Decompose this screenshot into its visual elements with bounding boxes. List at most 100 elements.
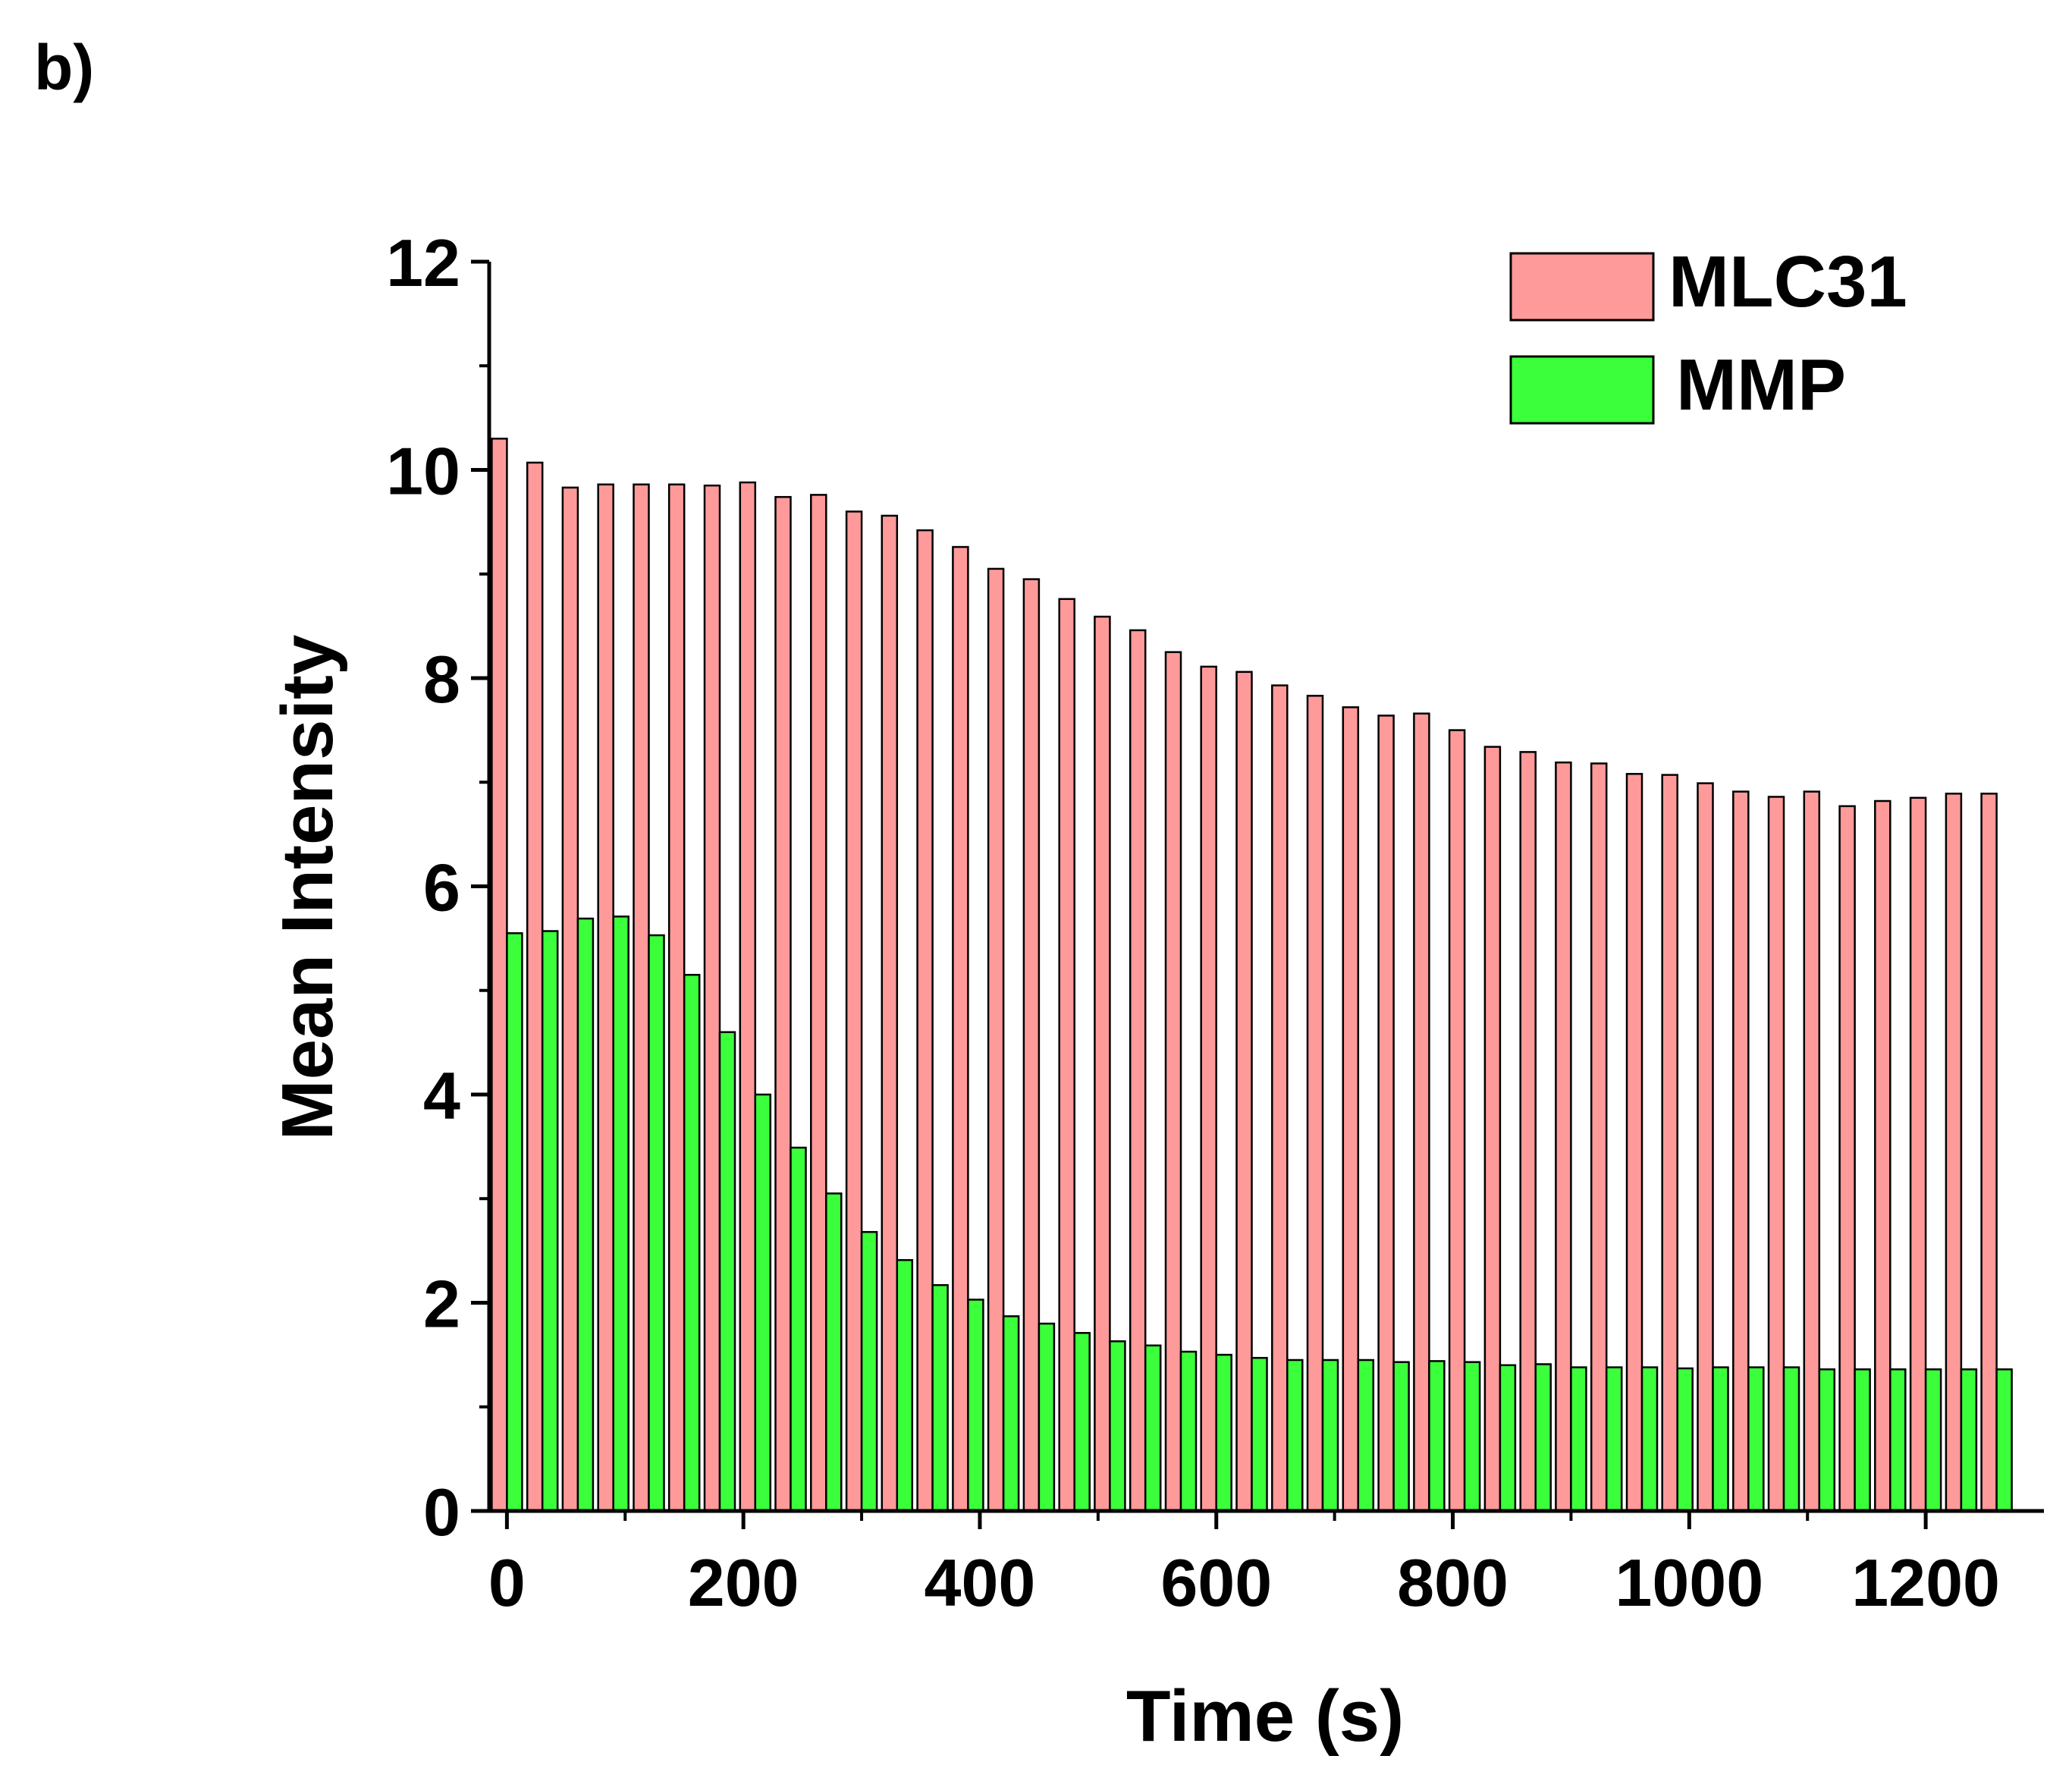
- bar-mmp: [1854, 1368, 1871, 1512]
- bar-mmp: [648, 934, 665, 1512]
- legend-swatch-mlc31: [1509, 252, 1655, 322]
- x-tick-label: 800: [1397, 1545, 1508, 1620]
- bar-mlc31: [1625, 773, 1643, 1512]
- bar-mmp: [718, 1031, 736, 1512]
- legend: MLC31 MMP: [1509, 241, 1907, 426]
- bar-mmp: [1818, 1368, 1836, 1512]
- bar-mlc31: [703, 484, 721, 1512]
- y-tick-label: 6: [423, 850, 460, 925]
- bar-mmp: [754, 1093, 772, 1512]
- y-tick-label: 10: [386, 434, 460, 509]
- bar-mmp: [683, 973, 701, 1512]
- x-tick-label: 1000: [1615, 1545, 1763, 1620]
- bar-mlc31: [1483, 746, 1502, 1512]
- bar-mlc31: [916, 529, 934, 1512]
- bar-mmp: [1605, 1366, 1623, 1512]
- bar-mmp: [1889, 1368, 1907, 1512]
- bar-mlc31: [1838, 805, 1856, 1512]
- bar-mmp: [790, 1146, 807, 1512]
- x-tick-label: 1200: [1851, 1545, 2000, 1620]
- y-tick-label: 12: [386, 225, 460, 300]
- bar-mlc31: [845, 510, 863, 1512]
- bar-mmp: [1534, 1363, 1552, 1512]
- bar-mlc31: [1271, 684, 1289, 1512]
- bar-mlc31: [881, 514, 899, 1512]
- bar-mmp: [541, 930, 559, 1512]
- bar-mlc31: [774, 495, 792, 1512]
- legend-swatch-mmp: [1509, 355, 1655, 425]
- bar-mmp: [1676, 1367, 1694, 1512]
- bar-mlc31: [561, 486, 579, 1512]
- x-tick-label: 600: [1160, 1545, 1272, 1620]
- bar-mlc31: [633, 483, 650, 1512]
- bars-layer: [491, 438, 2013, 1512]
- bar-mlc31: [810, 494, 827, 1512]
- x-axis-title: Time (s): [1126, 1676, 1404, 1757]
- bar-mlc31: [1874, 799, 1891, 1512]
- bar-mlc31: [1519, 751, 1537, 1512]
- bar-mlc31: [1094, 615, 1111, 1512]
- bar-mlc31: [1306, 695, 1324, 1512]
- bar-mmp: [1640, 1366, 1659, 1512]
- bar-mmp: [506, 932, 523, 1512]
- bar-mlc31: [1590, 762, 1608, 1512]
- bar-mmp: [896, 1258, 914, 1512]
- bar-mmp: [1747, 1366, 1765, 1512]
- bar-mmp: [612, 916, 629, 1512]
- bar-mmp: [860, 1230, 878, 1512]
- bar-mmp: [1392, 1361, 1410, 1512]
- bar-mlc31: [1945, 793, 1963, 1512]
- bar-mmp: [1428, 1360, 1446, 1512]
- bar-mmp: [1357, 1359, 1375, 1512]
- panel-label: b): [34, 32, 94, 103]
- bar-mmp: [1782, 1366, 1800, 1512]
- y-tick-label: 0: [423, 1475, 460, 1550]
- bar-mlc31: [1235, 671, 1253, 1512]
- legend-label-mmp: MMP: [1676, 344, 1846, 426]
- bar-mmp: [1251, 1356, 1268, 1512]
- bar-mlc31: [1980, 793, 1998, 1512]
- bar-mmp: [1286, 1359, 1304, 1512]
- bar-mmp: [1321, 1359, 1339, 1512]
- bar-mlc31: [739, 481, 757, 1512]
- bar-mmp: [931, 1283, 949, 1512]
- bar-mmp: [1995, 1368, 2013, 1512]
- bar-mlc31: [491, 438, 508, 1512]
- bar-mlc31: [526, 461, 544, 1512]
- bar-mlc31: [987, 567, 1005, 1512]
- bar-mmp: [967, 1299, 984, 1512]
- bar-mlc31: [1555, 761, 1572, 1512]
- bar-mlc31: [1058, 598, 1075, 1512]
- bar-mmp: [1499, 1364, 1517, 1512]
- bar-mlc31: [1697, 782, 1714, 1512]
- bar-mlc31: [1200, 665, 1217, 1512]
- legend-label-mlc31: MLC31: [1669, 241, 1907, 322]
- bar-mlc31: [1022, 578, 1041, 1512]
- bar-mlc31: [1803, 790, 1821, 1512]
- bar-mlc31: [1661, 774, 1678, 1512]
- bar-mlc31: [667, 483, 686, 1512]
- bar-mlc31: [1732, 790, 1750, 1512]
- bar-mlc31: [952, 545, 969, 1512]
- x-tick-label: 400: [925, 1545, 1036, 1620]
- bar-mmp: [1463, 1361, 1481, 1512]
- y-axis-title: Mean Intensity: [267, 635, 348, 1141]
- x-tick-label: 200: [688, 1545, 799, 1620]
- axes-layer: 0 2 4 6 8 10 12 0 200 400 600 800 1000 1200: [386, 225, 2044, 1620]
- bar-mmp: [1924, 1368, 1942, 1512]
- bar-mlc31: [1342, 706, 1360, 1512]
- y-tick-label: 4: [423, 1058, 460, 1133]
- bar-mmp: [1570, 1366, 1587, 1512]
- bar-mmp: [1002, 1315, 1020, 1512]
- bar-mmp: [1960, 1368, 1978, 1512]
- bar-mlc31: [597, 483, 614, 1512]
- bar-mmp: [1215, 1353, 1232, 1512]
- bar-mmp: [825, 1192, 843, 1512]
- bar-mmp: [576, 917, 595, 1512]
- bar-mlc31: [1164, 651, 1182, 1512]
- bar-mmp: [1109, 1340, 1126, 1512]
- bar-mlc31: [1909, 796, 1927, 1512]
- bar-mlc31: [1448, 729, 1466, 1512]
- bar-mmp: [1073, 1332, 1091, 1512]
